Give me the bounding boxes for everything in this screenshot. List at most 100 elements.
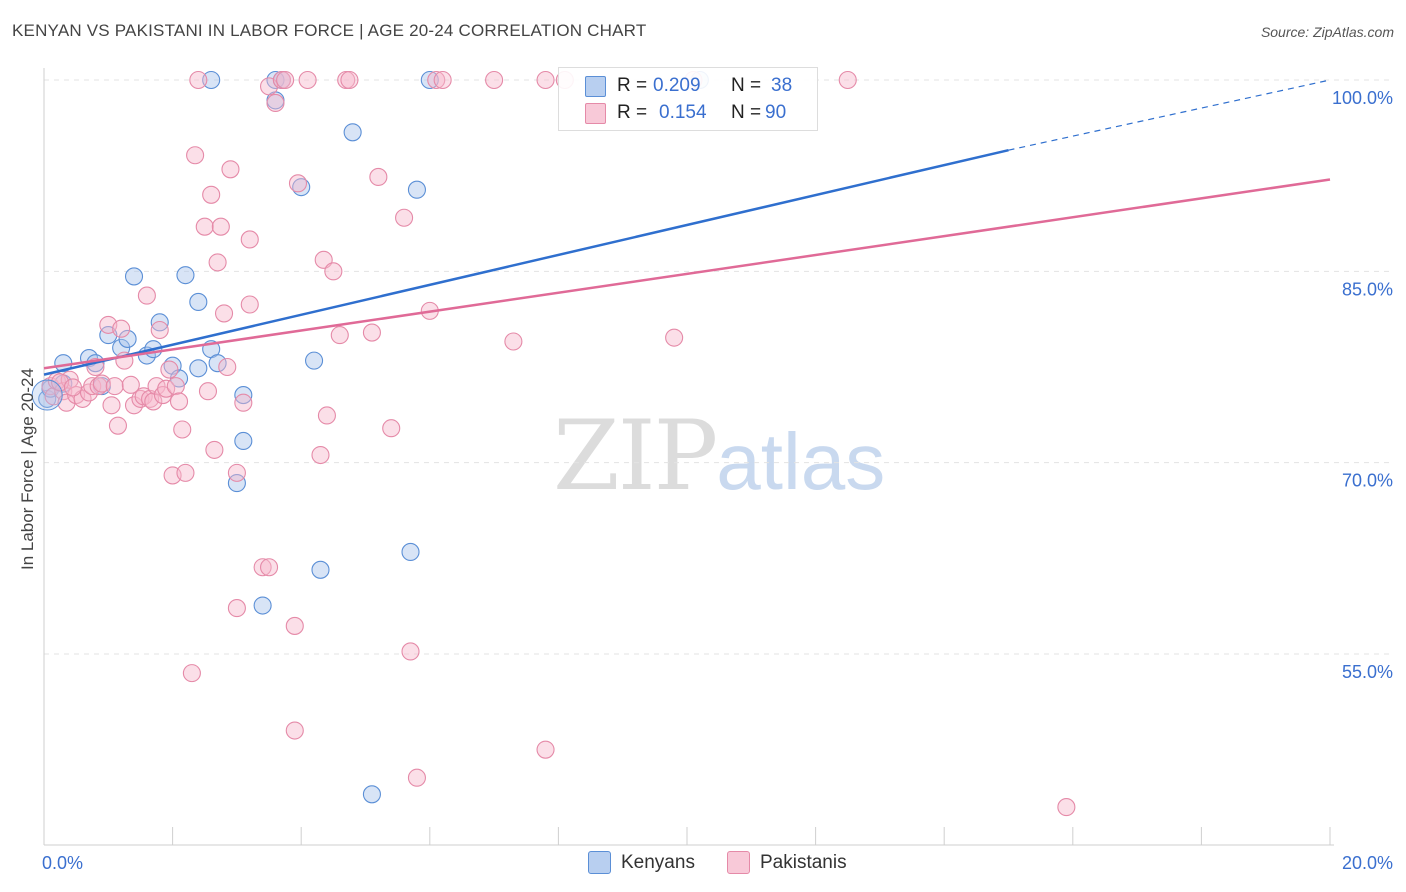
pakistani-point xyxy=(198,382,218,401)
pakistani-trend-line xyxy=(43,178,1331,370)
kenyan-point xyxy=(343,123,362,142)
x-tick-label-max: 20.0% xyxy=(1342,853,1393,873)
pakistani-point xyxy=(1057,798,1076,817)
pakistani-point xyxy=(89,377,108,396)
pakistani-point xyxy=(166,377,185,396)
y-axis-label: In Labor Force | Age 20-24 xyxy=(18,368,37,570)
pakistani-point xyxy=(121,375,140,394)
pakistanis-legend-swatch xyxy=(727,851,750,874)
trend-lines xyxy=(43,79,1331,376)
pakistani-point xyxy=(112,319,131,338)
y-tick-label: 100.0% xyxy=(1332,88,1393,108)
kenyan-point xyxy=(311,560,330,579)
pakistani-point xyxy=(221,160,240,179)
kenyan-point xyxy=(208,354,227,373)
pakistani-point xyxy=(150,320,169,340)
kenyan-point xyxy=(305,351,324,370)
pakistani-point xyxy=(298,70,317,90)
kenyan-point xyxy=(420,70,439,90)
pakistani-point xyxy=(382,419,401,438)
pakistani-point xyxy=(160,360,179,379)
pakistani-point xyxy=(195,217,214,236)
legend-label-pakistanis: Pakistanis xyxy=(760,851,847,873)
kenyan-point xyxy=(266,70,285,90)
pakistani-point xyxy=(324,262,343,281)
pakistani-point xyxy=(838,70,857,90)
legend-item-pakistanis[interactable]: Pakistanis xyxy=(727,851,847,874)
kenyan-point xyxy=(234,431,253,451)
kenyans-swatch xyxy=(585,75,606,97)
y-tick-label: 55.0% xyxy=(1342,662,1393,682)
kenyan-point xyxy=(189,359,208,378)
pakistani-point xyxy=(144,392,163,411)
kenyan-point xyxy=(362,785,381,804)
pakistani-point xyxy=(227,599,246,618)
kenyan-point xyxy=(401,542,420,562)
watermark-zip: ZIP xyxy=(553,400,718,512)
pakistani-point xyxy=(189,70,208,90)
legend-item-kenyans[interactable]: Kenyans xyxy=(588,851,695,874)
pakistani-point xyxy=(407,768,426,787)
x-tick-label-min: 0.0% xyxy=(42,853,83,873)
kenyan-point xyxy=(189,292,208,311)
pakistani-point xyxy=(211,217,230,236)
pakistani-point xyxy=(240,230,259,249)
y-tick-label: 85.0% xyxy=(1342,279,1393,299)
pakistani-point xyxy=(208,253,227,272)
grid-lines xyxy=(44,79,1392,655)
data-points xyxy=(31,70,1076,817)
kenyan-point xyxy=(176,266,195,285)
pakistani-point xyxy=(137,286,156,305)
chart-source: Source: ZipAtlas.com xyxy=(1260,24,1394,40)
r-value: 0.154 xyxy=(659,102,707,123)
kenyan-point xyxy=(124,267,144,286)
pakistani-point xyxy=(285,616,304,635)
kenyan-trend-extension xyxy=(1008,79,1331,151)
pakistani-point xyxy=(240,295,259,314)
pakistani-point xyxy=(63,378,82,397)
pakistani-point xyxy=(266,93,285,113)
pakistani-point xyxy=(536,740,555,759)
pakistani-point xyxy=(340,70,359,90)
n-value: 90 xyxy=(765,102,787,123)
pakistani-point xyxy=(202,185,221,204)
pakistani-point xyxy=(234,393,253,412)
correlation-legend: R = 0.209 N = 38 R = 0.154 N = 90 xyxy=(558,67,818,131)
kenyan-point xyxy=(227,474,246,493)
pakistani-point xyxy=(218,357,237,377)
pakistani-point xyxy=(176,463,195,482)
kenyans-legend-swatch xyxy=(588,851,611,874)
pakistani-point xyxy=(169,392,189,411)
r-value: 0.209 xyxy=(653,75,701,96)
pakistani-point xyxy=(317,406,336,425)
pakistani-point xyxy=(401,642,420,661)
pakistani-point xyxy=(288,174,308,193)
pakistani-point xyxy=(311,445,330,465)
kenyan-point xyxy=(407,180,426,199)
pakistani-point xyxy=(369,167,388,186)
pakistanis-swatch xyxy=(585,102,606,124)
chart-title: KENYAN VS PAKISTANI IN LABOR FORCE | AGE… xyxy=(12,21,647,40)
pakistani-point xyxy=(259,558,279,577)
pakistani-point xyxy=(536,70,555,90)
watermark-atlas: atlas xyxy=(716,417,886,506)
pakistani-point xyxy=(362,323,381,342)
pakistani-point xyxy=(214,304,234,323)
n-value: 38 xyxy=(771,75,793,96)
kenyan-point xyxy=(234,386,253,405)
r-label: R = xyxy=(617,75,648,96)
pakistani-point xyxy=(285,721,304,740)
n-label: N = xyxy=(731,102,762,123)
kenyan-cluster-point xyxy=(31,379,63,411)
pakistani-point xyxy=(427,70,446,90)
pakistani-point xyxy=(182,664,201,683)
watermark: ZIPatlas xyxy=(553,400,885,512)
pakistani-point xyxy=(173,420,192,439)
series-legend: Kenyans Pakistanis xyxy=(0,851,1406,877)
pakistani-point xyxy=(504,332,523,351)
pakistani-point xyxy=(108,416,127,435)
kenyan-trend-line xyxy=(43,148,1009,376)
pakistani-point xyxy=(105,377,124,396)
kenyan-point xyxy=(202,70,221,90)
pakistani-point xyxy=(205,440,224,459)
